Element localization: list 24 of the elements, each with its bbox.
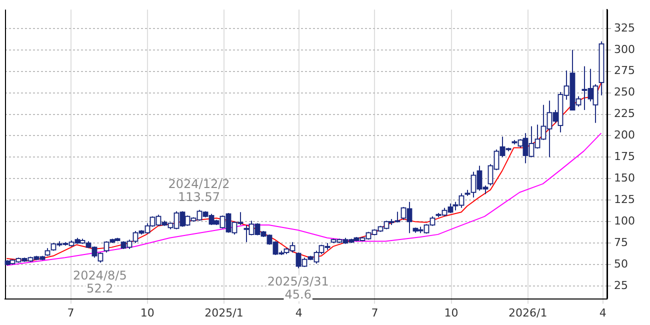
y-tick-label: 75 [614, 236, 628, 249]
y-tick-label: 300 [614, 42, 636, 56]
x-tick-label: 4 [295, 306, 302, 320]
x-tick-label: 10 [444, 306, 458, 320]
y-tick-label: 100 [614, 214, 636, 228]
y-tick-label: 225 [614, 107, 636, 120]
y-tick-label: 125 [614, 192, 636, 206]
y-tick-label: 325 [614, 21, 636, 34]
annotation: 2024/12/2 113.57 [168, 177, 230, 204]
x-tick-label: 7 [371, 306, 378, 320]
x-tick-label: 7 [67, 306, 74, 320]
y-tick-label: 150 [614, 172, 636, 185]
y-tick-label: 200 [614, 128, 636, 142]
y-tick-label: 275 [614, 64, 636, 78]
x-tick-label: 10 [140, 306, 154, 320]
y-tick-label: 250 [614, 86, 636, 99]
y-tick-label: 175 [614, 150, 636, 164]
x-tick-label: 2026/1 [508, 306, 548, 320]
annotation: 2025/3/31 45.6 [267, 274, 329, 302]
y-tick-label: 50 [614, 257, 628, 270]
x-tick-label: 2025/1 [204, 306, 244, 320]
annotation: 2024/8/5 52.2 [72, 268, 127, 296]
x-tick-label: 4 [599, 306, 606, 320]
y-tick-label: 25 [614, 278, 628, 292]
